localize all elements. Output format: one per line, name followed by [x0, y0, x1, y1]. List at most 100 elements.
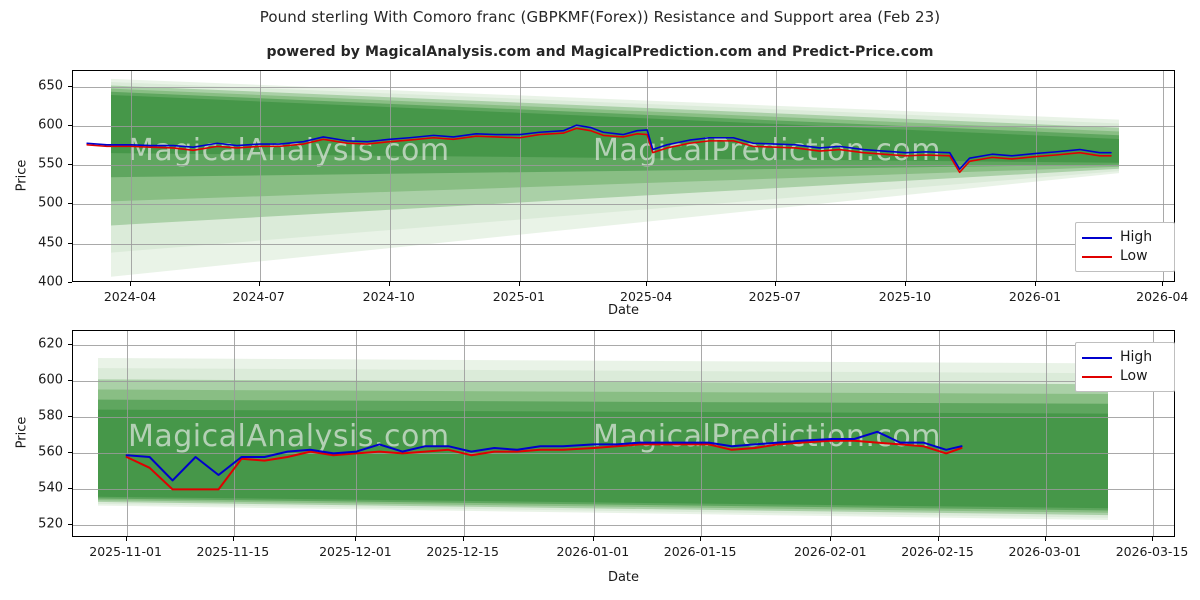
page-title: Pound sterling With Comoro franc (GBPKMF… — [259, 8, 941, 26]
overview-legend: High Low — [1075, 222, 1175, 272]
x-axis-tick-mark — [232, 537, 234, 541]
x-axis-tick-label: 2025-07 — [748, 289, 801, 304]
gridline-horizontal — [73, 165, 1174, 167]
y-axis-tick-label: 600 — [38, 117, 63, 133]
legend-entry-high[interactable]: High — [1082, 228, 1166, 247]
y-axis-tick-mark — [68, 488, 72, 490]
x-axis-tick-mark — [1162, 282, 1164, 286]
x-axis-tick-label: 2025-01 — [492, 289, 545, 304]
x-axis-tick-label: 2024-04 — [103, 289, 157, 304]
y-axis-tick-label: 500 — [38, 195, 63, 211]
y-axis-tick-label: 580 — [38, 408, 63, 424]
x-axis-tick-mark — [388, 282, 390, 286]
x-axis-tick-label: 2025-11-01 — [89, 544, 162, 559]
legend-line-high-icon — [1082, 236, 1112, 239]
page-subtitle: powered by MagicalAnalysis.com and Magic… — [266, 44, 934, 60]
price-series-lines — [86, 124, 1112, 174]
x-axis-tick-label: 2025-12-15 — [426, 544, 499, 559]
x-axis-tick-label: 2025-11-15 — [196, 544, 270, 559]
x-axis-tick-mark — [774, 282, 776, 286]
y-axis-tick-label: 450 — [38, 235, 63, 251]
x-axis-tick-label: 2026-02-01 — [793, 544, 867, 559]
legend-label-high: High — [1120, 349, 1153, 365]
detail-y-axis-label: Price — [14, 416, 30, 449]
series-line-high — [125, 430, 963, 482]
x-axis-tick-mark — [462, 537, 464, 541]
x-axis-tick-mark — [592, 537, 594, 541]
series-line-low — [125, 439, 963, 491]
legend-line-high-icon — [1082, 356, 1112, 359]
gridline-vertical — [1045, 331, 1047, 536]
series-line-high — [86, 124, 1112, 170]
y-axis-tick-mark — [68, 124, 72, 126]
gridline-vertical — [701, 331, 703, 536]
y-axis-tick-label: 600 — [38, 372, 63, 388]
x-axis-tick-label: 2024-10 — [362, 289, 415, 304]
gridline-vertical — [775, 71, 777, 281]
x-axis-tick-mark — [1044, 537, 1046, 541]
gridline-vertical — [130, 71, 132, 281]
x-axis-tick-label: 2025-10 — [878, 289, 932, 304]
legend-label-low: Low — [1120, 248, 1148, 264]
y-axis-tick-label: 650 — [38, 78, 63, 94]
overview-plot-area: MagicalAnalysis.com MagicalPrediction.com — [72, 70, 1175, 282]
gridline-vertical — [831, 331, 833, 536]
y-axis-tick-mark — [68, 452, 72, 454]
gridline-vertical — [938, 331, 940, 536]
y-axis-tick-mark — [68, 203, 72, 205]
y-axis-tick-mark — [68, 242, 72, 244]
gridline-vertical — [126, 331, 128, 536]
gridline-horizontal — [73, 345, 1174, 347]
price-series-lines — [125, 430, 963, 491]
legend-entry-high[interactable]: High — [1082, 348, 1166, 367]
gridline-vertical — [519, 71, 521, 281]
gridline-horizontal — [73, 381, 1174, 383]
x-axis-tick-mark — [518, 282, 520, 286]
y-axis-tick-mark — [68, 380, 72, 382]
x-axis-tick-mark — [1035, 282, 1036, 286]
x-axis-tick-mark — [129, 282, 131, 286]
x-axis-tick-mark — [904, 282, 906, 286]
y-axis-tick-label: 620 — [38, 336, 63, 352]
y-axis-tick-label: 540 — [38, 480, 63, 496]
gridline-horizontal — [73, 243, 1174, 245]
legend-line-low-icon — [1082, 255, 1112, 258]
detail-legend: High Low — [1075, 342, 1175, 392]
support-resistance-bands — [111, 78, 1119, 277]
x-axis-tick-mark — [125, 537, 127, 541]
gridline-vertical — [389, 71, 391, 281]
y-axis-tick-mark — [68, 164, 72, 166]
overview-x-axis-label: Date — [607, 303, 640, 318]
gridline-vertical — [233, 331, 235, 536]
legend-entry-low[interactable]: Low — [1082, 247, 1166, 266]
y-axis-tick-label: 400 — [38, 274, 63, 290]
y-axis-tick-mark — [68, 282, 72, 283]
x-axis-tick-mark — [258, 282, 260, 286]
gridline-vertical — [1153, 331, 1155, 536]
x-axis-tick-mark — [646, 282, 648, 286]
x-axis-tick-mark — [700, 537, 702, 541]
x-axis-tick-mark — [355, 537, 357, 541]
x-axis-tick-label: 2026-01-15 — [663, 544, 737, 559]
legend-label-low: Low — [1120, 368, 1148, 384]
gridline-vertical — [259, 71, 261, 281]
y-axis-tick-mark — [68, 416, 72, 418]
y-axis-tick-mark — [68, 344, 72, 346]
gridline-horizontal — [73, 453, 1174, 455]
x-axis-tick-label: 2025-12-01 — [319, 544, 392, 559]
y-axis-tick-mark — [68, 85, 72, 87]
legend-label-high: High — [1120, 229, 1153, 245]
gridline-horizontal — [73, 204, 1174, 206]
x-axis-tick-label: 2026-03-01 — [1008, 544, 1082, 559]
gridline-horizontal — [73, 86, 1174, 88]
x-axis-tick-label: 2024-07 — [232, 289, 285, 304]
x-axis-tick-mark — [937, 537, 939, 541]
gridline-horizontal — [73, 417, 1174, 419]
y-axis-tick-label: 520 — [38, 516, 63, 532]
x-axis-tick-label: 2026-01 — [1008, 289, 1062, 304]
gridline-vertical — [356, 331, 358, 536]
gridline-vertical — [1163, 71, 1165, 281]
gridline-horizontal — [73, 489, 1174, 491]
legend-entry-low[interactable]: Low — [1082, 367, 1166, 386]
